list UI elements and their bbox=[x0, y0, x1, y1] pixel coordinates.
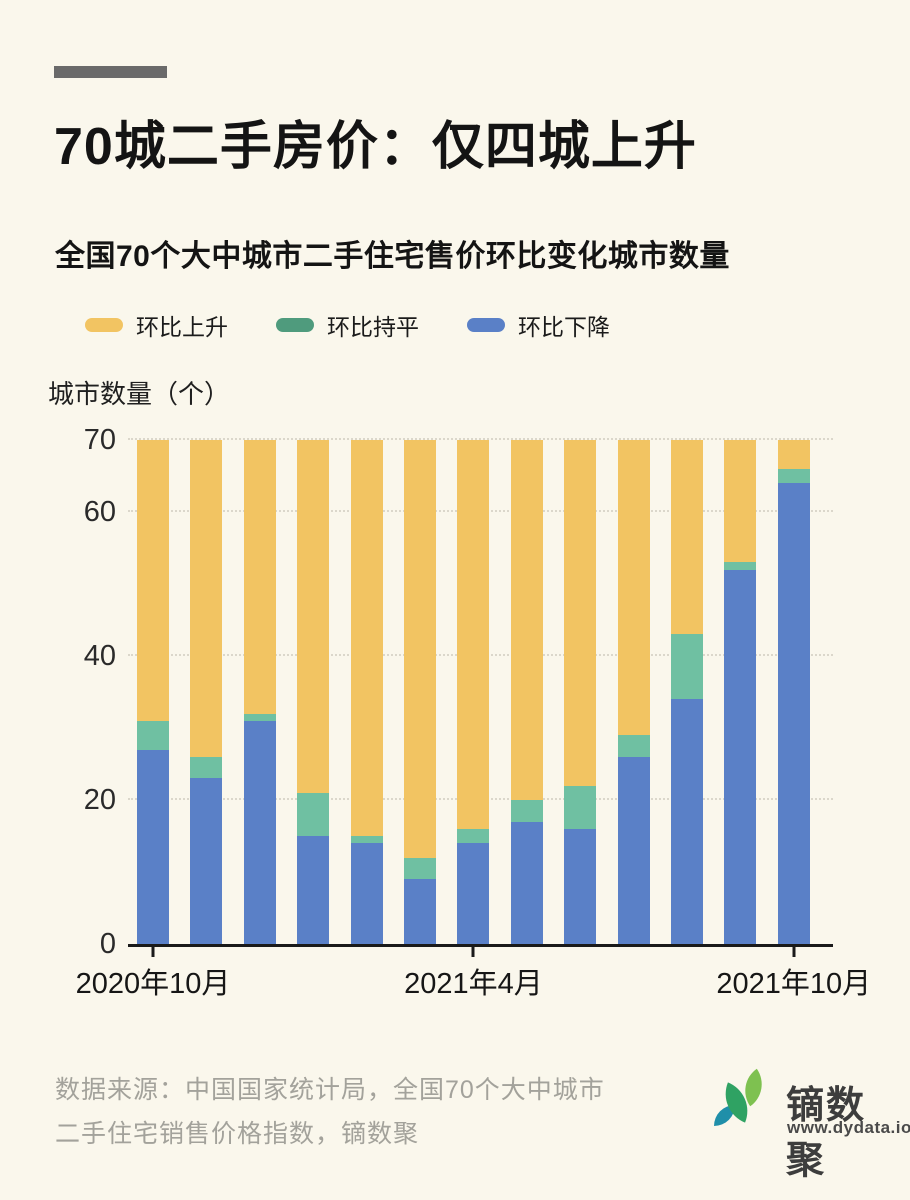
y-tick-label-70: 70 bbox=[83, 424, 116, 456]
bar-segment bbox=[724, 562, 757, 570]
bar-2020年12月 bbox=[243, 440, 276, 944]
legend: 环比上升 环比持平 环比下降 bbox=[85, 308, 610, 342]
bar-segment bbox=[564, 785, 597, 829]
legend-label-up: 环比上升 bbox=[136, 314, 228, 340]
bar-segment bbox=[671, 440, 703, 635]
bar-segment bbox=[777, 483, 810, 944]
bar-2021年3月 bbox=[404, 440, 436, 944]
bar-segment bbox=[724, 440, 757, 563]
x-tick bbox=[151, 946, 155, 957]
bar-segment bbox=[510, 800, 543, 822]
bar-2021年10月 bbox=[777, 440, 810, 944]
logo-text: 镝数聚 bbox=[786, 1085, 867, 1182]
bar-2021年4月 bbox=[457, 440, 490, 944]
bar-segment bbox=[404, 879, 436, 944]
bar-2020年11月 bbox=[190, 440, 223, 944]
x-tick-label: 2021年10月 bbox=[716, 968, 872, 1000]
bar-segment bbox=[350, 440, 383, 837]
x-tick-label: 2020年10月 bbox=[75, 968, 231, 1000]
bar-segment bbox=[243, 713, 276, 721]
y-axis-title: 城市数量（个） bbox=[48, 379, 231, 409]
bar-segment bbox=[243, 440, 276, 714]
bar-segment bbox=[617, 440, 650, 736]
bar-segment bbox=[190, 756, 223, 779]
legend-swatch-down-icon bbox=[467, 318, 505, 332]
bar-segment bbox=[137, 749, 169, 944]
bar-segment bbox=[564, 828, 597, 944]
logo-url: www.dydata.io bbox=[787, 1118, 910, 1137]
chart-subtitle: 全国70个大中城市二手住宅售价环比变化城市数量 bbox=[55, 240, 730, 273]
y-tick-label-60: 60 bbox=[83, 496, 116, 528]
bar-segment bbox=[510, 821, 543, 944]
legend-swatch-up-icon bbox=[85, 318, 123, 332]
bar-2021年8月 bbox=[671, 440, 703, 944]
page-title: 70城二手房价：仅四城上升 bbox=[54, 118, 697, 176]
y-tick-label-0: 0 bbox=[99, 928, 116, 960]
legend-item-flat: 环比持平 bbox=[276, 308, 419, 342]
bar-segment bbox=[137, 720, 169, 750]
bar-segment bbox=[617, 756, 650, 944]
x-tick bbox=[471, 946, 475, 957]
y-tick-label-20: 20 bbox=[83, 784, 116, 816]
bar-segment bbox=[190, 440, 223, 757]
bar-2021年6月 bbox=[564, 440, 597, 944]
y-tick-label-40: 40 bbox=[83, 640, 116, 672]
bar-segment bbox=[297, 792, 330, 836]
legend-item-up: 环比上升 bbox=[85, 308, 228, 342]
bar-2021年2月 bbox=[350, 440, 383, 944]
legend-swatch-flat-icon bbox=[276, 318, 314, 332]
bar-segment bbox=[724, 569, 757, 944]
dydata-leaf-icon bbox=[714, 1068, 778, 1138]
bar-segment bbox=[457, 843, 490, 944]
bar-segment bbox=[137, 440, 169, 721]
bar-segment bbox=[297, 440, 330, 793]
bar-segment bbox=[777, 440, 810, 469]
bar-segment bbox=[457, 828, 490, 844]
accent-bar bbox=[54, 66, 167, 78]
bar-segment bbox=[190, 778, 223, 944]
bar-segment bbox=[404, 857, 436, 880]
legend-label-down: 环比下降 bbox=[518, 314, 610, 340]
bar-2021年9月 bbox=[724, 440, 757, 944]
bar-segment bbox=[297, 836, 330, 944]
plot-area: 0 20 40 60 70 2020年10月 2021年4月 2021年10月 bbox=[76, 424, 872, 1000]
x-tick-label: 2021年4月 bbox=[404, 968, 543, 1000]
data-source-line2: 二手住宅销售价格指数，镝数聚 bbox=[55, 1120, 420, 1148]
bar-segment bbox=[671, 699, 703, 944]
legend-item-down: 环比下降 bbox=[467, 308, 610, 342]
bar-segment bbox=[350, 843, 383, 944]
legend-label-flat: 环比持平 bbox=[327, 314, 419, 340]
bar-segment bbox=[510, 440, 543, 801]
bar-segment bbox=[404, 440, 436, 858]
bar-segment bbox=[457, 440, 490, 829]
bar-2020年10月 bbox=[137, 440, 169, 944]
data-source-line1: 数据来源：中国国家统计局，全国70个大中城市 bbox=[55, 1076, 605, 1104]
dydata-logo: 镝数聚 www.dydata.io bbox=[714, 1066, 910, 1182]
bar-segment bbox=[617, 735, 650, 757]
gridline-70 bbox=[128, 438, 833, 440]
bar-segment bbox=[564, 440, 597, 786]
bar-segment bbox=[777, 468, 810, 484]
x-tick bbox=[792, 946, 796, 957]
bar-2021年7月 bbox=[617, 440, 650, 944]
bar-2021年1月 bbox=[297, 440, 330, 944]
data-source: 数据来源：中国国家统计局，全国70个大中城市 二手住宅销售价格指数，镝数聚 bbox=[55, 1068, 605, 1156]
bar-segment bbox=[671, 634, 703, 700]
bar-segment bbox=[243, 720, 276, 944]
bar-segment bbox=[350, 836, 383, 844]
bar-2021年5月 bbox=[510, 440, 543, 944]
